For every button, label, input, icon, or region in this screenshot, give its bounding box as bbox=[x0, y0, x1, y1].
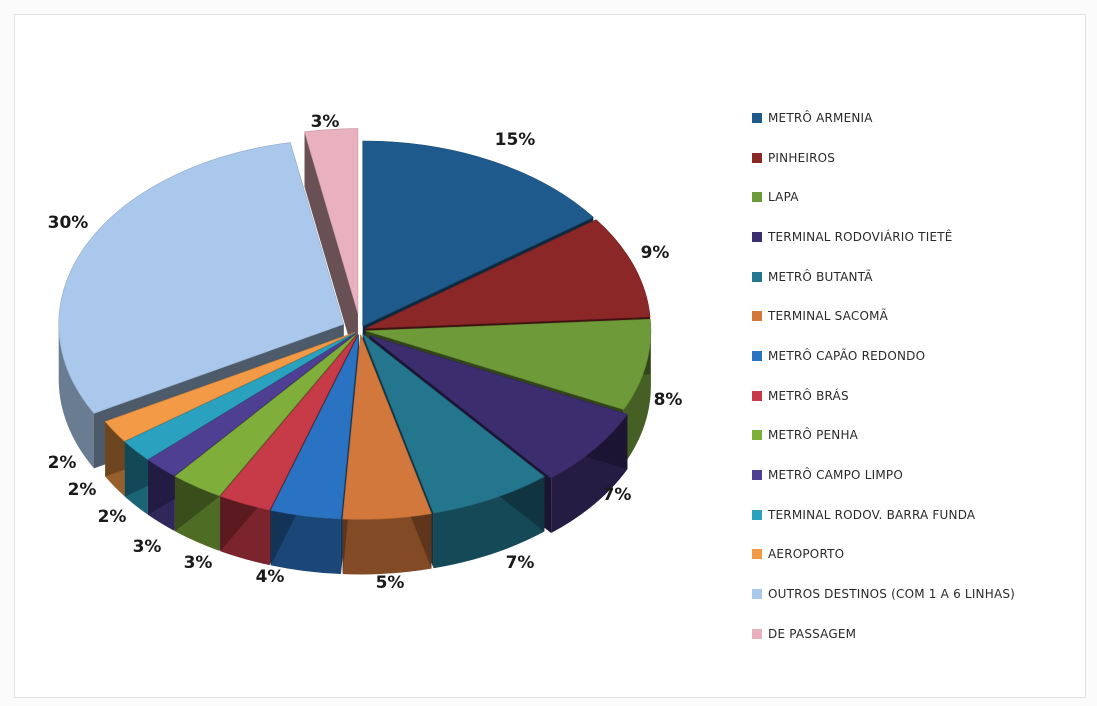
legend-label: LAPA bbox=[768, 190, 799, 205]
legend-item: METRÔ PENHA bbox=[752, 416, 1092, 456]
pie-label-9: 2% bbox=[98, 507, 127, 527]
legend-label: METRÔ CAMPO LIMPO bbox=[768, 468, 903, 483]
pie-label-6: 4% bbox=[256, 567, 285, 587]
legend-item: TERMINAL RODOVIÁRIO TIETÊ bbox=[752, 217, 1092, 257]
pie-slice-6 bbox=[270, 334, 360, 520]
pie-slice-11 bbox=[104, 332, 356, 442]
legend-swatch bbox=[752, 589, 762, 600]
pie-slice-4 bbox=[362, 333, 545, 514]
legend-item: TERMINAL SACOMÃ bbox=[752, 296, 1092, 336]
pie-label-11: 2% bbox=[48, 453, 77, 473]
legend-item: LAPA bbox=[752, 177, 1092, 217]
pie-slice-13 bbox=[304, 128, 359, 314]
pie-label-4: 7% bbox=[506, 553, 535, 573]
legend-item: AEROPORTO bbox=[752, 535, 1092, 575]
pie-label-5: 5% bbox=[376, 573, 405, 593]
legend-label: AEROPORTO bbox=[768, 547, 845, 562]
legend-swatch bbox=[752, 112, 762, 123]
pie-label-0: 15% bbox=[495, 130, 536, 150]
legend-label: OUTROS DESTINOS (COM 1 A 6 LINHAS) bbox=[768, 587, 1016, 602]
legend: METRÔ ARMENIA PINHEIROS LAPA TERMINAL RODOV… bbox=[752, 98, 1092, 654]
pie-slice-2 bbox=[365, 318, 652, 410]
legend-label: TERMINAL SACOMÃ bbox=[768, 309, 889, 324]
legend-swatch bbox=[752, 509, 762, 520]
pie-slice-1 bbox=[365, 219, 651, 329]
pie-slice-0 bbox=[362, 140, 594, 327]
pie-slice-8 bbox=[174, 333, 357, 497]
pie-label-3: 7% bbox=[603, 485, 632, 505]
pie-slice-9 bbox=[147, 333, 357, 477]
pie-side-12 bbox=[58, 324, 94, 469]
legend-swatch bbox=[752, 311, 762, 322]
pie-side-5 bbox=[342, 513, 432, 575]
legend-item: METRÔ BUTANTÃ bbox=[752, 257, 1092, 297]
legend-item: METRÔ BRÁS bbox=[752, 376, 1092, 416]
legend-swatch bbox=[752, 192, 762, 203]
pie-label-7: 3% bbox=[184, 553, 213, 573]
pie-slice-3 bbox=[369, 335, 628, 479]
pie-tops bbox=[58, 128, 652, 520]
legend-swatch bbox=[752, 549, 762, 560]
pie-label-12: 30% bbox=[48, 213, 89, 233]
legend-swatch bbox=[752, 271, 762, 282]
legend-swatch bbox=[752, 390, 762, 401]
legend-swatch bbox=[752, 152, 762, 163]
legend-item: TERMINAL RODOV. BARRA FUNDA bbox=[752, 495, 1092, 535]
legend-label: METRÔ BUTANTÃ bbox=[768, 269, 873, 284]
pie-label-1: 9% bbox=[641, 243, 670, 263]
pie-slice-5 bbox=[342, 334, 432, 520]
pie-label-2: 8% bbox=[654, 390, 683, 410]
pie-label-10: 2% bbox=[68, 480, 97, 500]
legend-item: OUTROS DESTINOS (COM 1 A 6 LINHAS) bbox=[752, 574, 1092, 614]
legend-label: TERMINAL RODOVIÁRIO TIETÊ bbox=[768, 229, 953, 244]
legend-swatch bbox=[752, 231, 762, 242]
legend-swatch bbox=[752, 350, 762, 361]
legend-label: TERMINAL RODOV. BARRA FUNDA bbox=[768, 507, 976, 522]
pie-edge-13-0 bbox=[304, 131, 358, 369]
pie-slice-7 bbox=[219, 333, 358, 511]
legend-swatch bbox=[752, 430, 762, 441]
pie-slice-12 bbox=[58, 142, 345, 414]
legend-label: DE PASSAGEM bbox=[768, 626, 857, 641]
pie-labels: 15%9%8%7%7%5%4%3%3%2%2%2%30%3% bbox=[48, 112, 683, 593]
legend-item: METRÔ CAPÃO REDONDO bbox=[752, 336, 1092, 376]
pie-label-13: 3% bbox=[311, 112, 340, 132]
legend-label: PINHEIROS bbox=[768, 150, 836, 165]
pie-label-8: 3% bbox=[133, 537, 162, 557]
legend-label: METRÔ ARMENIA bbox=[768, 110, 873, 125]
pie-side-2 bbox=[623, 330, 651, 465]
legend-item: METRÔ ARMENIA bbox=[752, 98, 1092, 138]
legend-swatch bbox=[752, 628, 762, 639]
legend-label: METRÔ BRÁS bbox=[768, 388, 849, 403]
legend-swatch bbox=[752, 470, 762, 481]
legend-item: PINHEIROS bbox=[752, 138, 1092, 178]
pie-slice-10 bbox=[124, 332, 356, 460]
legend-item: METRÔ CAMPO LIMPO bbox=[752, 455, 1092, 495]
legend-item: DE PASSAGEM bbox=[752, 614, 1092, 654]
legend-label: METRÔ CAPÃO REDONDO bbox=[768, 348, 926, 363]
legend-label: METRÔ PENHA bbox=[768, 428, 859, 443]
